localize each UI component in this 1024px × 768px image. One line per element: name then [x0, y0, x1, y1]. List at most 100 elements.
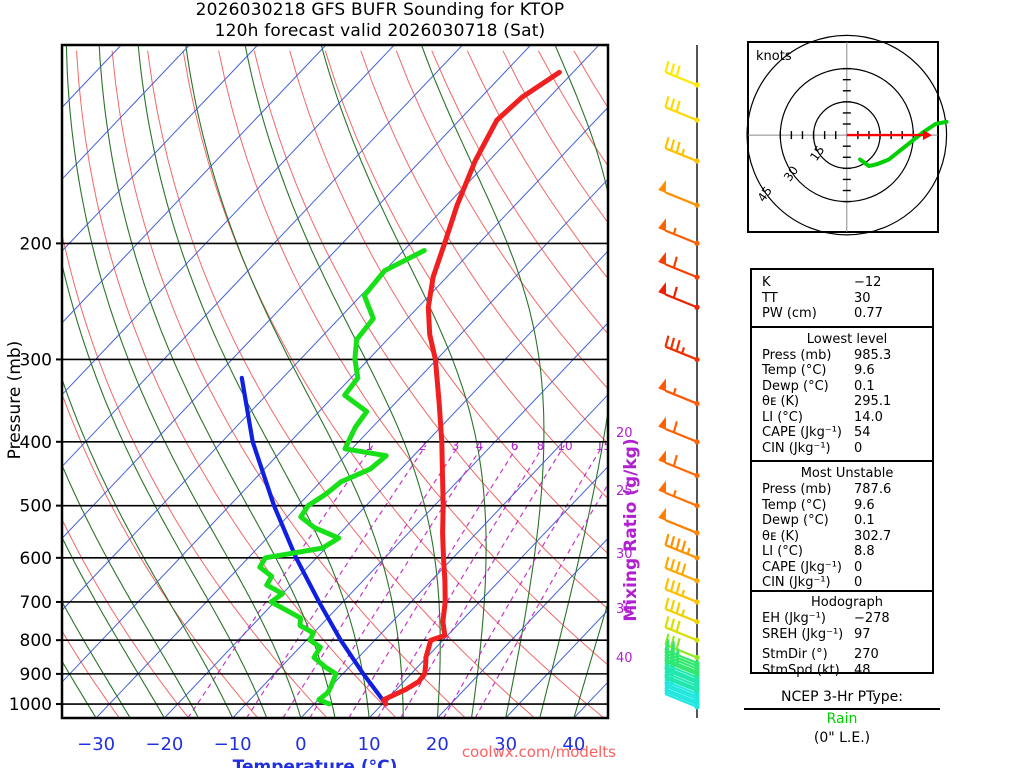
wind-barb — [664, 533, 700, 561]
stat-value: 9.6 — [854, 363, 875, 378]
stat-row: CAPE (Jkg⁻¹) 0 — [762, 560, 932, 576]
stat-label: CAPE (Jkg⁻¹) — [762, 425, 842, 440]
dewpoint-trace — [257, 248, 427, 707]
stat-label: CIN (Jkg⁻¹) — [762, 575, 831, 590]
stat-label: CIN (Jkg⁻¹) — [762, 440, 831, 456]
wind-barb — [658, 218, 700, 246]
stat-label: StmDir (°) — [762, 647, 828, 662]
hodograph-frame — [747, 41, 939, 233]
wind-barb — [664, 96, 700, 123]
stat-value: 0.1 — [854, 513, 875, 528]
stat-row: Dewp (°C) 0.1 — [762, 379, 932, 395]
temperature-tick-label: 30 — [494, 734, 517, 755]
title-line-2: 120h forecast valid 2026030718 (Sat) — [214, 21, 546, 41]
wind-barb — [664, 137, 700, 164]
stat-value: 48 — [854, 662, 871, 678]
temperature-tick-label: −30 — [77, 734, 115, 755]
pressure-tick-label: 1000 — [9, 695, 52, 715]
mixing-ratio-line-label: 10 — [557, 439, 572, 453]
stat-value: 97 — [854, 626, 871, 642]
temperature-trace — [381, 69, 562, 707]
mixing-ratio-line-label: 15 — [596, 439, 611, 453]
watermark: coolwx.com/modelts — [462, 743, 616, 761]
stat-label: TT — [762, 290, 778, 306]
ptype-heading: NCEP 3-Hr PType: — [744, 688, 940, 710]
wind-barb — [664, 335, 700, 363]
temperature-tick-label: 0 — [295, 734, 306, 755]
stat-label: Temp (°C) — [762, 497, 827, 513]
ptype-accumulation: (0" L.E.) — [813, 730, 871, 746]
hodograph-trace — [858, 119, 949, 169]
most-unstable-section: Most Unstable Press (mb) 787.6 Temp (°C) 9.6… — [752, 460, 932, 595]
pressure-tick-label: 600 — [20, 549, 52, 569]
temperature-tick-label: 20 — [426, 734, 449, 755]
stat-label: Dewp (°C) — [762, 378, 829, 394]
stat-value: 14.0 — [854, 409, 883, 425]
stat-row: LI (°C) 8.8 — [762, 544, 932, 560]
mixing-ratio-line-label: 8 — [537, 439, 545, 453]
stat-value: 8.8 — [854, 544, 875, 559]
wind-barb — [658, 179, 700, 208]
section-heading: Hodograph — [811, 595, 883, 610]
stat-value: 787.6 — [854, 482, 892, 497]
pressure-tick-label: 300 — [20, 350, 52, 370]
wind-barb — [658, 416, 700, 445]
stat-row: θᴇ (K) 295.1 — [762, 394, 932, 410]
stat-row: StmDir (°) 270 — [762, 647, 932, 663]
stat-value: 0.1 — [854, 378, 875, 394]
pressure-tick-label: 200 — [20, 234, 52, 254]
stat-label: θᴇ (K) — [762, 394, 800, 409]
wind-barb — [658, 251, 700, 280]
parcel-trace — [239, 375, 388, 707]
stat-label: CAPE (Jkg⁻¹) — [762, 559, 842, 575]
hodograph-units-label: knots — [756, 49, 792, 64]
stat-row: Temp (°C) 9.6 — [762, 498, 932, 514]
temperature-tick-label: −20 — [145, 734, 183, 755]
temperature-tick-label: 40 — [562, 734, 585, 755]
temperature-tick-label: −10 — [214, 734, 252, 755]
title-line-1: 2026030218 GFS BUFR Sounding for KTOP — [195, 0, 565, 20]
wind-barb — [658, 507, 700, 536]
stat-value: −278 — [854, 611, 890, 626]
stat-row: EH (Jkg⁻¹) −278 — [762, 611, 932, 627]
stat-value: 295.1 — [854, 394, 892, 409]
stat-label: K — [762, 275, 771, 290]
pressure-axis-label: Pressure (mb) — [5, 341, 25, 460]
plot-frame — [60, 43, 610, 720]
stat-label: LI (°C) — [762, 409, 803, 425]
pressure-tick-label: 700 — [20, 593, 52, 613]
pressure-tick-label: 500 — [20, 497, 52, 517]
stat-value: 302.7 — [854, 528, 892, 544]
hodograph-stats-panel: Hodograph EH (Jkg⁻¹) −278 SREH (Jkg⁻¹) 97 Stm… — [750, 592, 934, 678]
mixing-ratio-axis-label: Mixing Ratio (g/kg) — [621, 438, 641, 621]
wind-barb — [658, 480, 700, 509]
hodograph-stats: Hodograph EH (Jkg⁻¹) −278 SREH (Jkg⁻¹) 97 Stm… — [752, 592, 932, 682]
storm-motion-arrow — [846, 130, 932, 141]
wind-barb — [658, 450, 700, 479]
mixing-ratio-line-label: 4 — [476, 439, 484, 453]
stat-label: StmSpd (kt) — [762, 662, 840, 678]
right-axis-tick-label: 40 — [616, 651, 633, 666]
stat-label: Dewp (°C) — [762, 513, 829, 528]
section-heading: Lowest level — [806, 331, 888, 347]
right-axis-tick-label: 30 — [616, 547, 633, 562]
wind-barb — [664, 633, 700, 661]
stat-label: Press (mb) — [762, 347, 832, 363]
mixing-ratio-line-label: 6 — [511, 439, 519, 453]
wind-barb — [658, 282, 700, 310]
stat-row: θᴇ (K) 302.7 — [762, 529, 932, 545]
stat-label: Press (mb) — [762, 482, 832, 497]
wind-barb — [658, 378, 700, 407]
pressure-tick-label: 400 — [20, 433, 52, 453]
stat-label: Temp (°C) — [762, 363, 827, 378]
stat-row: Dewp (°C) 0.1 — [762, 513, 932, 529]
stat-row: CIN (Jkg⁻¹) 0 — [762, 575, 932, 591]
temperature-tick-label: 10 — [358, 734, 381, 755]
wind-barb — [664, 60, 700, 88]
ptype-value: Rain — [826, 711, 858, 727]
stat-value: 0 — [854, 559, 863, 575]
wind-barb — [664, 556, 700, 584]
pressure-tick-label: 800 — [20, 631, 52, 651]
